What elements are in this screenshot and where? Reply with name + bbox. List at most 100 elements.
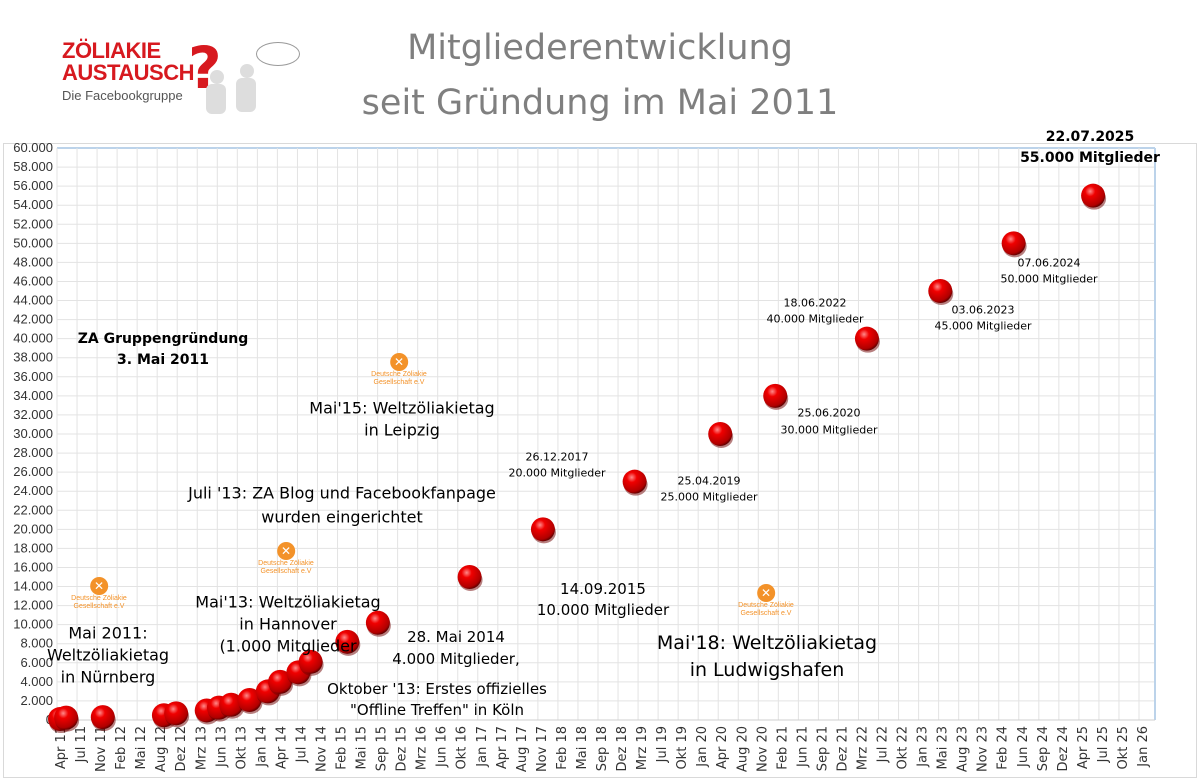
data-point: [268, 669, 294, 696]
annotation-55000: 22.07.2025: [1045, 129, 1135, 145]
x-tick-label: Jun 24: [1016, 726, 1031, 768]
y-tick-label: 2.000: [20, 693, 53, 708]
x-tick-label: Feb 21: [775, 726, 790, 770]
x-tick-label: Aug 12: [154, 726, 169, 772]
annotation-30000: 25.06.2020: [797, 406, 861, 420]
annotation-blog: wurden eingerichtet: [261, 507, 423, 527]
y-tick-label: 60.000: [13, 140, 53, 155]
x-axis: Apr 11 Jul 11 Nov 11 Feb 12 Mai 12 Aug 12 Dez …: [54, 726, 1151, 772]
x-tick-label: Mrz 16: [415, 726, 430, 770]
x-tick-label: Okt 22: [896, 726, 911, 770]
chart-title-line1: Mitgliederentwicklung: [407, 28, 793, 68]
y-tick-label: 30.000: [13, 426, 53, 441]
data-point: [54, 705, 80, 732]
annotation-leipzig: Mai'15: Weltzöliakietag: [309, 398, 495, 418]
dzg-logo: ✕ Deutsche Zöliakie Gesellschaft e.V: [371, 353, 427, 386]
chart-frame: [3, 143, 1197, 778]
data-point: [1001, 231, 1027, 258]
y-tick-label: 18.000: [13, 540, 53, 555]
x-tick-label: Sep 24: [1036, 726, 1051, 771]
x-tick-label: Apr 14: [274, 726, 289, 769]
x-tick-label: Apr 11: [54, 726, 69, 769]
dzg-logo: ✕ Deutsche Zöliakie Gesellschaft e.V: [258, 542, 314, 575]
annotation-founding: ZA Gruppengründung: [77, 331, 249, 347]
chart-title-line2: seit Gründung im Mai 2011: [361, 83, 839, 123]
data-point: [298, 649, 324, 676]
annotation-40000: 40.000 Mitglieder: [766, 312, 864, 326]
x-tick-label: Jun 16: [435, 726, 450, 768]
x-tick-label: Jul 25: [1096, 726, 1111, 763]
annotation-may2014: 4.000 Mitglieder,: [392, 650, 520, 668]
annotation-10000: 14.09.2015: [560, 580, 646, 598]
x-tick-label: Jan 20: [695, 726, 710, 768]
annotation-25000: 25.000 Mitglieder: [660, 490, 758, 504]
annotation-40000: 18.06.2022: [783, 296, 847, 310]
data-points: [48, 183, 1107, 734]
data-point: [457, 565, 483, 591]
y-tick-label: 56.000: [13, 178, 53, 193]
x-tick-label: Mai 23: [936, 726, 951, 769]
x-tick-label: Apr 20: [715, 726, 730, 769]
data-point: [622, 469, 648, 496]
data-point: [365, 610, 391, 637]
data-point: [763, 383, 789, 410]
annotation-45000: 45.000 Mitglieder: [934, 319, 1032, 333]
annotation-offline: Oktober '13: Erstes offizielles: [327, 680, 547, 698]
y-tick-label: 22.000: [13, 502, 53, 517]
annotation-25000: 25.04.2019: [677, 474, 741, 488]
x-tick-label: Nov 23: [976, 726, 991, 772]
x-tick-label: Mai 18: [575, 726, 590, 769]
annotation-leipzig: in Leipzig: [364, 420, 440, 440]
data-point: [708, 422, 734, 448]
data-point: [530, 517, 556, 544]
y-tick-label: 36.000: [13, 369, 53, 384]
x-tick-label: Aug 17: [515, 726, 530, 772]
data-point: [164, 701, 190, 728]
x-tick-label: Feb 15: [335, 726, 350, 770]
y-tick-label: 12.000: [13, 598, 53, 613]
data-point: [335, 629, 361, 656]
x-tick-label: Dez 15: [395, 726, 410, 772]
x-tick-label: Okt 25: [1116, 726, 1131, 770]
x-tick-label: Apr 17: [495, 726, 510, 769]
y-tick-label: 20.000: [13, 521, 53, 536]
x-tick-label: Mai 12: [134, 726, 149, 769]
y-tick-label: 4.000: [20, 674, 53, 689]
y-tick-label: 58.000: [13, 159, 53, 174]
x-tick-label: Dez 18: [615, 726, 630, 772]
dzg-logo: ✕ Deutsche Zöliakie Gesellschaft e.V: [71, 577, 127, 610]
x-tick-label: Mai 15: [355, 726, 370, 769]
x-tick-label: Nov 14: [314, 726, 329, 772]
annotation-50000: 50.000 Mitglieder: [1000, 272, 1098, 286]
annotation-hannover: (1.000 Mitglieder: [219, 636, 357, 656]
y-tick-label: 52.000: [13, 216, 53, 231]
x-tick-label: Jan 17: [475, 726, 490, 768]
y-tick-label: 44.000: [13, 293, 53, 308]
x-tick-label: Aug 20: [735, 726, 750, 772]
y-tick-label: 8.000: [20, 636, 53, 651]
annotation-10000: 10.000 Mitglieder: [536, 601, 670, 619]
grid: [56, 147, 1156, 721]
x-tick-label: Mrz 22: [855, 726, 870, 770]
x-tick-label: Jan 14: [254, 726, 269, 768]
x-tick-label: Jul 22: [876, 726, 891, 763]
x-tick-label: Sep 15: [375, 726, 390, 771]
annotation-20000: 26.12.2017: [525, 450, 589, 464]
x-tick-label: Apr 25: [1076, 726, 1091, 769]
y-tick-label: 14.000: [13, 579, 53, 594]
x-tick-label: Jul 19: [655, 726, 670, 763]
y-tick-label: 34.000: [13, 388, 53, 403]
x-tick-label: Dez 21: [835, 726, 850, 772]
annotation-nuernberg: in Nürnberg: [60, 667, 156, 687]
data-point: [854, 326, 880, 353]
annotation-20000: 20.000 Mitglieder: [508, 466, 606, 480]
annotation-ludwigshafen: Mai'18: Weltzöliakietag: [656, 632, 878, 654]
x-tick-label: Okt 13: [234, 726, 249, 770]
annotation-nuernberg: Weltzöliakietag: [46, 645, 170, 665]
annotation-hannover: in Hannover: [239, 614, 337, 634]
annotation-hannover: Mai'13: Weltzöliakietag: [195, 592, 381, 612]
x-tick-label: Nov 20: [755, 726, 770, 772]
annotation-45000: 03.06.2023: [951, 303, 1015, 317]
